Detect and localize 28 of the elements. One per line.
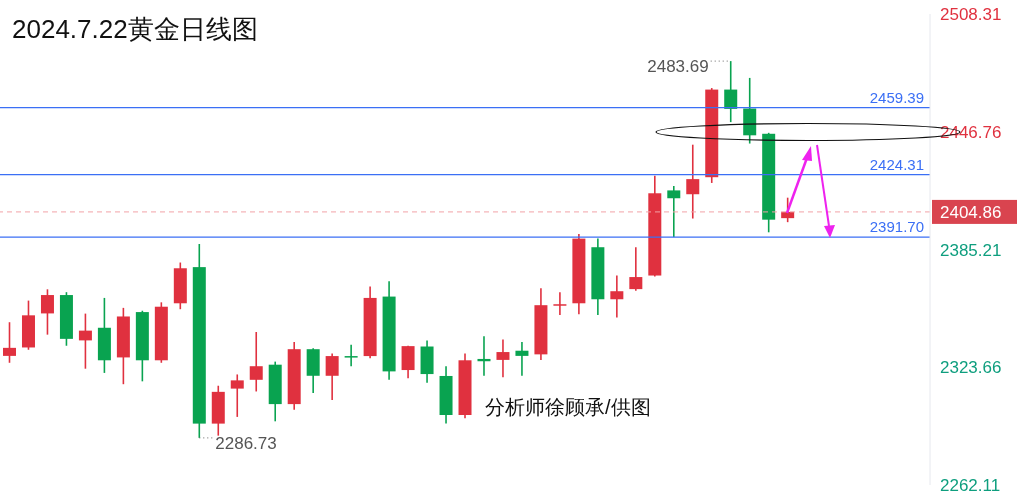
y-tick-label: 2385.21 <box>940 240 1002 260</box>
candlestick <box>325 352 339 401</box>
ref-line-label: 2424.31 <box>869 155 924 173</box>
ref-line-label: 2391.70 <box>869 218 924 236</box>
candlestick <box>249 331 263 393</box>
y-tick-label: 2508.31 <box>940 5 1002 24</box>
ref-line-label: 2404.86 <box>940 202 1002 222</box>
candlestick <box>496 338 510 379</box>
annotation: 分析师徐顾承/供图 <box>485 396 651 418</box>
candlestick <box>610 274 624 319</box>
candlestick <box>344 343 358 368</box>
candlestick <box>553 291 567 316</box>
y-tick-label: 2323.66 <box>940 358 1002 378</box>
candlestick <box>78 312 92 370</box>
candlestick <box>686 143 700 220</box>
candlestick <box>3 321 16 364</box>
annotation: 2286.73 <box>215 433 277 453</box>
candlestick <box>401 344 415 380</box>
candlestick <box>515 341 529 377</box>
candlestick <box>667 185 681 238</box>
candlestick <box>230 373 244 418</box>
candlestick <box>629 246 643 292</box>
y-tick-label: 2262.11 <box>940 476 1001 495</box>
candlestick <box>40 288 54 336</box>
chart-title: 2024.7.22黄金日线图 <box>12 14 258 44</box>
ref-line-label: 2459.39 <box>869 88 924 106</box>
annotation: 2483.69 <box>647 57 709 77</box>
candlestick <box>724 60 738 123</box>
